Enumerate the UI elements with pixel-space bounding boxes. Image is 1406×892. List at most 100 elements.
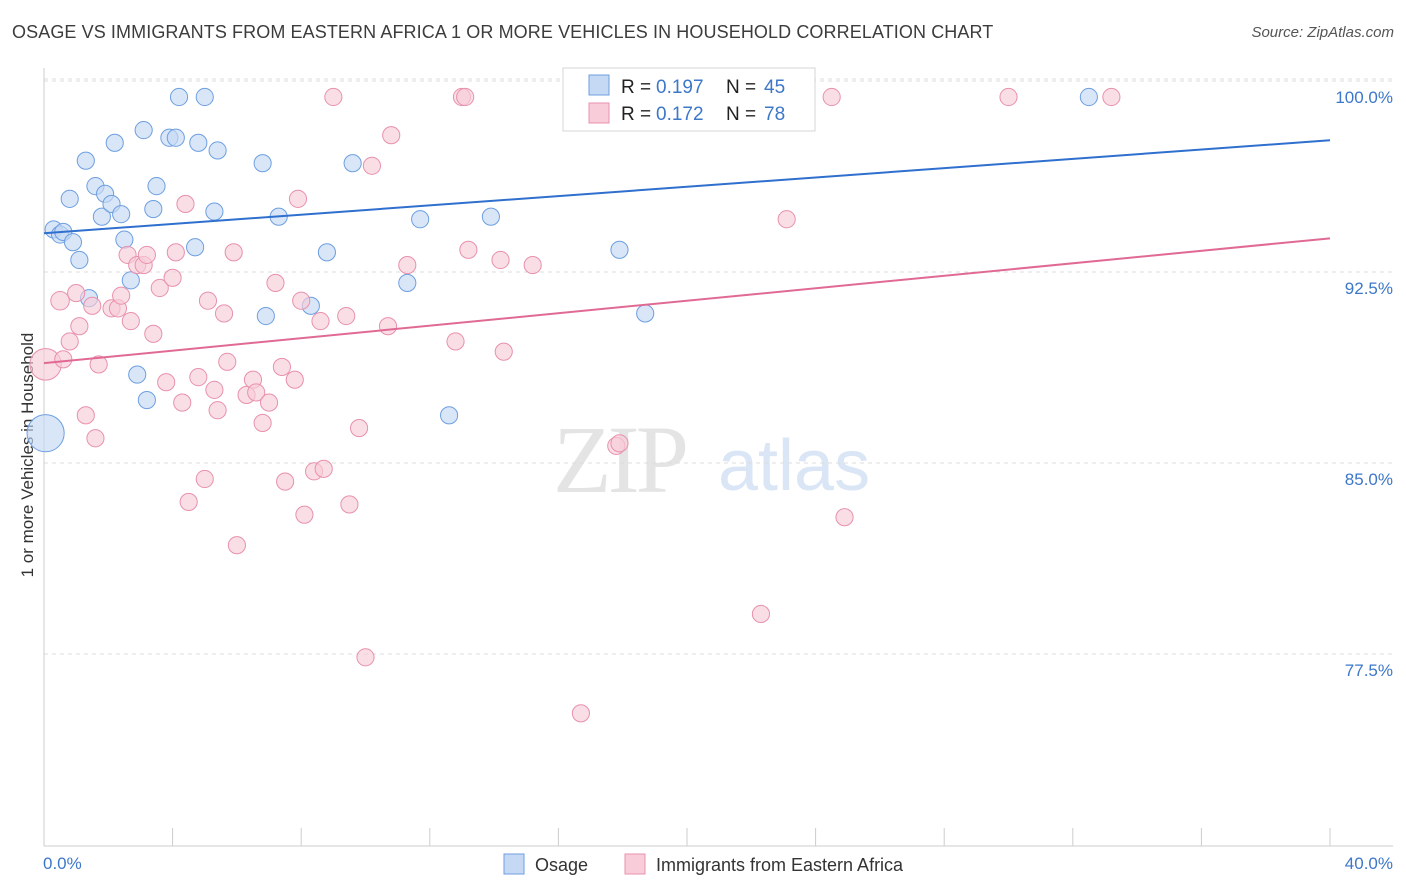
- point-osage: [115, 230, 134, 249]
- watermark-atlas: atlas: [718, 426, 870, 506]
- y-tick-label: 85.0%: [1345, 470, 1393, 489]
- trend-line-immigrants: [43, 237, 1331, 365]
- watermark-zip: ZIP: [553, 406, 686, 513]
- legend-n-label-immigrants: N =: [726, 104, 761, 125]
- axes: [43, 68, 1393, 847]
- point-osage: [166, 128, 185, 147]
- bottom-legend-label-immigrants: Immigrants from Eastern Africa: [656, 855, 904, 875]
- point-immigrants: [54, 350, 73, 369]
- point-osage: [253, 154, 272, 173]
- point-immigrants: [288, 189, 308, 208]
- point-osage: [189, 133, 208, 152]
- point-osage: [26, 414, 65, 453]
- point-osage: [112, 205, 131, 224]
- point-immigrants: [83, 296, 102, 315]
- point-immigrants: [835, 508, 854, 527]
- point-immigrants: [276, 472, 295, 491]
- legend-r-value-osage: 0.197: [656, 77, 704, 98]
- point-osage: [137, 390, 156, 410]
- point-osage: [481, 207, 500, 226]
- point-immigrants: [76, 406, 95, 425]
- point-osage: [128, 365, 147, 384]
- point-osage: [76, 151, 95, 170]
- point-immigrants: [340, 495, 359, 514]
- bottom-legend-swatch-immigrants: [624, 853, 646, 875]
- point-immigrants: [205, 380, 224, 399]
- y-tick-label: 92.5%: [1345, 279, 1393, 298]
- point-osage: [208, 141, 227, 160]
- legend-r-label-osage: R =: [621, 77, 656, 98]
- x-tick-label-max: 40.0%: [1345, 854, 1393, 873]
- point-immigrants: [195, 469, 214, 489]
- point-immigrants: [272, 357, 291, 377]
- point-immigrants: [112, 286, 131, 305]
- point-immigrants: [1102, 87, 1121, 107]
- trend-line-osage: [43, 139, 1331, 235]
- point-immigrants: [777, 210, 796, 229]
- point-osage: [92, 207, 111, 226]
- trend-lines: [43, 139, 1331, 365]
- bottom-legend-swatch-osage: [503, 853, 525, 875]
- legend-r-label-immigrants: R =: [621, 104, 656, 125]
- point-immigrants: [382, 126, 401, 145]
- point-immigrants: [60, 332, 79, 351]
- point-immigrants: [292, 291, 311, 310]
- point-osage: [636, 304, 655, 323]
- point-osage: [63, 233, 83, 252]
- y-tick-label: 77.5%: [1345, 661, 1393, 680]
- point-immigrants: [446, 332, 465, 351]
- x-tick-label-min: 0.0%: [43, 854, 82, 873]
- legend-swatch-immigrants: [588, 102, 610, 124]
- point-immigrants: [67, 284, 86, 303]
- point-immigrants: [208, 401, 227, 420]
- point-immigrants: [324, 87, 343, 107]
- watermark: ZIP atlas: [553, 406, 870, 513]
- point-immigrants: [311, 312, 330, 331]
- bottom-legend-label-osage: Osage: [535, 855, 588, 875]
- y-tick-labels: 77.5% 85.0% 92.5% 100.0%: [1335, 88, 1393, 680]
- point-immigrants: [571, 704, 590, 723]
- point-immigrants: [259, 393, 279, 412]
- legend-r-value-immigrants: 0.172: [656, 104, 704, 125]
- point-immigrants: [157, 373, 176, 392]
- point-immigrants: [822, 87, 841, 107]
- point-osage: [205, 202, 224, 221]
- point-immigrants: [144, 324, 163, 343]
- point-immigrants: [247, 383, 266, 402]
- point-immigrants: [253, 413, 272, 433]
- chart-title: OSAGE VS IMMIGRANTS FROM EASTERN AFRICA …: [12, 22, 994, 42]
- point-osage: [144, 199, 163, 219]
- point-immigrants: [337, 306, 356, 326]
- stats-legend: R = 0.197 N = 45 R = 0.172 N = 78: [562, 67, 816, 132]
- point-osage: [60, 189, 79, 208]
- point-immigrants: [266, 273, 285, 292]
- point-immigrants: [89, 355, 108, 374]
- point-immigrants: [610, 434, 629, 453]
- point-osage: [610, 240, 629, 259]
- point-osage: [343, 154, 362, 173]
- point-osage: [186, 238, 205, 257]
- bottom-legend: Osage Immigrants from Eastern Africa: [503, 853, 904, 875]
- point-osage: [134, 121, 153, 140]
- point-immigrants: [491, 250, 510, 270]
- point-immigrants: [314, 459, 333, 478]
- point-osage: [398, 273, 417, 292]
- point-immigrants: [163, 268, 182, 287]
- point-immigrants: [176, 194, 195, 214]
- point-immigrants: [362, 156, 382, 175]
- point-osage: [1079, 87, 1098, 107]
- point-immigrants: [198, 291, 218, 310]
- y-tick-label: 100.0%: [1335, 88, 1393, 107]
- point-immigrants: [999, 87, 1018, 107]
- point-immigrants: [398, 256, 417, 275]
- point-immigrants: [50, 290, 70, 311]
- point-osage: [70, 250, 89, 270]
- point-immigrants: [285, 370, 304, 389]
- point-immigrants: [70, 317, 89, 336]
- point-immigrants: [751, 604, 771, 624]
- point-immigrants: [523, 256, 542, 275]
- point-osage: [256, 306, 275, 326]
- point-immigrants: [214, 304, 234, 323]
- point-immigrants: [218, 352, 237, 371]
- legend-swatch-osage: [588, 74, 610, 96]
